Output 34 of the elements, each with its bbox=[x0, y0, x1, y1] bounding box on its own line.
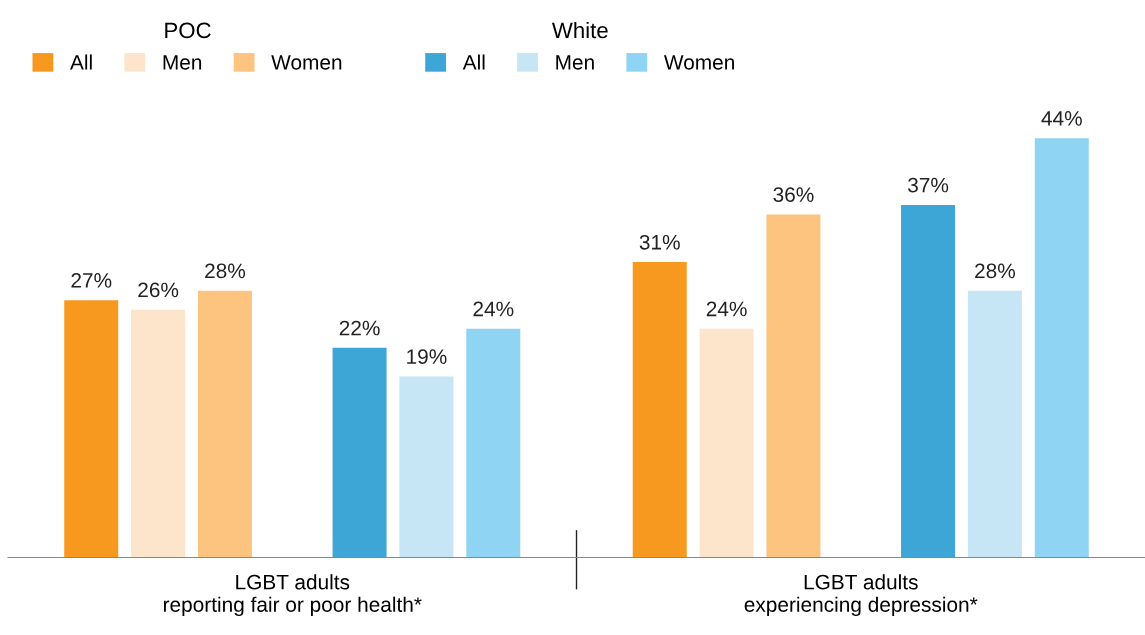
bar bbox=[632, 262, 687, 558]
legend-label: Women bbox=[663, 55, 734, 70]
data-label: 36% bbox=[773, 187, 814, 202]
legend-label: All bbox=[462, 54, 485, 70]
legend-label: Women bbox=[271, 55, 342, 70]
bar bbox=[699, 328, 754, 558]
data-label: 19% bbox=[407, 349, 447, 364]
bar bbox=[1034, 138, 1089, 558]
bar bbox=[766, 214, 821, 558]
x-tick-label: LGBT adults experiencing depression* bbox=[744, 574, 978, 617]
data-label: 31% bbox=[639, 234, 680, 250]
data-label: 37% bbox=[908, 177, 949, 193]
bar bbox=[901, 204, 956, 558]
legend-label: Men bbox=[163, 55, 202, 70]
x-tick-label: LGBT adults reporting fair or poor health* bbox=[163, 574, 422, 617]
data-label: 24% bbox=[706, 301, 747, 317]
bar bbox=[332, 347, 387, 558]
text: POC bbox=[165, 22, 211, 39]
data-label: 27% bbox=[71, 273, 112, 288]
data-label: 26% bbox=[138, 282, 179, 298]
legend-label: Men bbox=[556, 55, 594, 70]
bar bbox=[967, 290, 1022, 558]
data-label: 44% bbox=[1041, 111, 1082, 126]
data-label: 22% bbox=[339, 320, 380, 336]
bar bbox=[399, 376, 454, 558]
data-label: 28% bbox=[205, 263, 246, 279]
bar bbox=[131, 309, 186, 558]
bar bbox=[64, 300, 119, 558]
data-label: 28% bbox=[975, 263, 1016, 279]
text: White bbox=[551, 21, 608, 39]
bar bbox=[197, 290, 252, 558]
bar bbox=[466, 328, 521, 558]
legend-label: All bbox=[70, 54, 92, 70]
data-label: 24% bbox=[473, 301, 514, 317]
